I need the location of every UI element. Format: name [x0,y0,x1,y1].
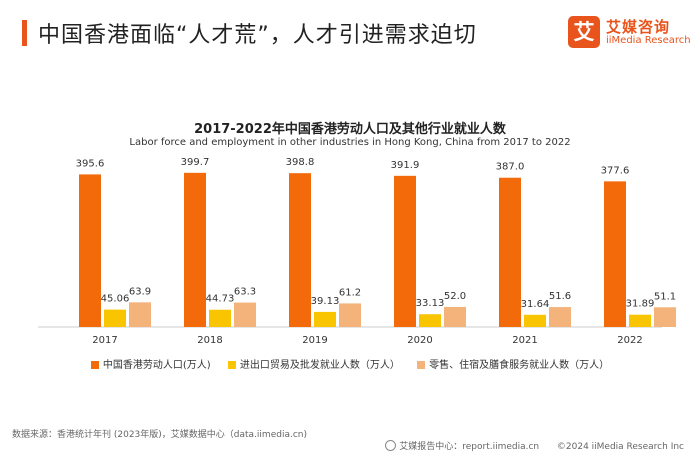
bar-s0-2022 [604,181,626,327]
data-label-s0-2018: 399.7 [181,157,210,168]
chart-legend: 中国香港劳动人口(万人) 进出口贸易及批发就业人数（万人） 零售、住宿及膳食服务… [0,356,700,371]
bar-s2-2019 [339,303,361,327]
data-label-s1-2020: 33.13 [416,298,445,309]
bar-s0-2017 [79,174,101,327]
logo-mark-icon: 艾 [568,16,600,48]
data-label-s2-2017: 63.9 [129,286,151,297]
bar-s2-2018 [234,302,256,327]
bar-s2-2021 [549,307,571,327]
legend-label-labor-force: 中国香港劳动人口(万人) [102,360,211,371]
data-label-s0-2021: 387.0 [496,162,525,173]
logo-name-en: iiMedia Research [606,35,691,46]
logo-name: 艾媒咨询 [606,18,671,36]
report-center-link[interactable]: 艾媒报告中心：report.iimedia.cn [399,442,540,452]
data-label-s2-2018: 63.3 [234,287,256,298]
footer-right: 艾媒报告中心：report.iimedia.cn ©2024 iiMedia R… [385,439,684,452]
bar-s2-2022 [654,307,676,327]
legend-item-labor-force: 中国香港劳动人口(万人) [90,356,211,371]
legend-swatch-retail [417,361,426,369]
bar-s1-2022 [629,314,651,327]
bar-s1-2021 [524,314,546,327]
x-tick-label-2020: 2020 [407,335,432,346]
header: 中国香港面临“人才荒”，人才引进需求迫切 艾 艾媒咨询 iiMedia Rese… [0,0,700,58]
x-tick-label-2022: 2022 [617,335,642,346]
bar-s1-2018 [209,309,231,327]
data-label-s1-2019: 39.13 [311,296,340,307]
data-label-s0-2019: 398.8 [286,157,315,168]
bar-s2-2017 [129,302,151,327]
legend-label-trade: 进出口贸易及批发就业人数（万人） [239,360,400,371]
data-source: 数据来源：香港统计年刊 (2023年版)，艾媒数据中心（data.iimedia… [12,430,307,440]
bar-s1-2017 [104,309,126,327]
data-label-s2-2022: 51.1 [654,291,676,302]
iimedia-logo: 艾 艾媒咨询 iiMedia Research [568,16,691,50]
legend-label-retail: 零售、住宿及膳食服务就业人数（万人） [429,360,610,371]
data-label-s1-2021: 31.64 [521,299,550,310]
data-label-s0-2020: 391.9 [391,160,420,171]
x-tick-label-2021: 2021 [512,335,537,346]
bar-s0-2021 [499,177,521,327]
x-tick-label-2018: 2018 [197,335,222,346]
data-label-s0-2017: 395.6 [76,158,105,169]
legend-swatch-trade [227,361,236,369]
title-accent-bar [22,20,27,46]
x-tick-label-2017: 2017 [92,335,117,346]
bar-s2-2020 [444,306,466,327]
data-label-s2-2019: 61.2 [339,287,361,298]
data-label-s1-2017: 45.06 [101,294,130,305]
data-label-s2-2020: 52.0 [444,291,466,302]
chart-subtitle: Labor force and employment in other indu… [129,137,571,148]
page-title: 中国香港面临“人才荒”，人才引进需求迫切 [38,23,477,48]
copyright: ©2024 iiMedia Research Inc [556,442,684,452]
bar-s0-2020 [394,175,416,327]
bar-s0-2018 [184,172,206,327]
chart-title: 2017-2022年中国香港劳动人口及其他行业就业人数 [194,122,506,137]
legend-item-retail: 零售、住宿及膳食服务就业人数（万人） [417,356,609,371]
bar-s1-2020 [419,314,441,327]
bar-s0-2019 [289,173,311,327]
data-label-s0-2022: 377.6 [601,165,630,176]
report-center-icon [385,440,397,451]
data-label-s2-2021: 51.6 [549,291,571,302]
bar-s1-2019 [314,311,336,327]
legend-item-trade: 进出口贸易及批发就业人数（万人） [227,356,400,371]
x-tick-label-2019: 2019 [302,335,327,346]
legend-swatch-labor-force [90,361,99,369]
data-label-s1-2018: 44.73 [206,294,235,305]
data-label-s1-2022: 31.89 [626,299,655,310]
